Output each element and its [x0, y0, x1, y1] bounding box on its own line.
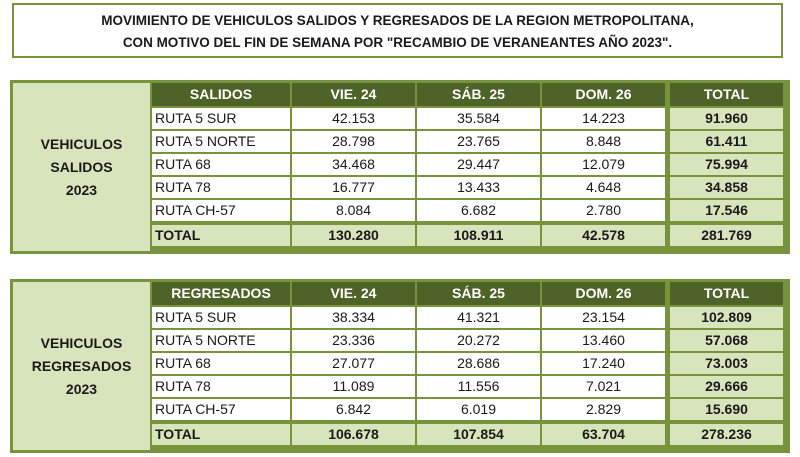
column-header: TOTAL	[670, 282, 783, 305]
row-total-cell: 61.411	[670, 131, 783, 152]
total-label: TOTAL	[152, 225, 290, 246]
salidos-side-label: VEHICULOS SALIDOS 2023	[13, 83, 150, 251]
column-header: VIE. 24	[292, 83, 415, 106]
value-cell: 20.272	[417, 330, 540, 351]
route-name-cell: RUTA 68	[152, 154, 290, 175]
title-line-1: MOVIMIENTO DE VEHICULOS SALIDOS Y REGRES…	[101, 13, 694, 28]
value-cell: 17.240	[542, 353, 665, 374]
value-cell: 2.780	[542, 200, 665, 221]
column-total-cell: 63.704	[542, 424, 665, 445]
value-cell: 23.765	[417, 131, 540, 152]
row-total-cell: 15.690	[670, 399, 783, 420]
column-header: SÁB. 25	[417, 83, 540, 106]
value-cell: 23.154	[542, 307, 665, 328]
row-total-cell: 17.546	[670, 200, 783, 221]
value-cell: 11.089	[292, 376, 415, 397]
total-label: TOTAL	[152, 424, 290, 445]
row-total-cell: 34.858	[670, 177, 783, 198]
route-name-cell: RUTA CH-57	[152, 399, 290, 420]
value-cell: 27.077	[292, 353, 415, 374]
column-total-cell: 278.236	[670, 424, 783, 445]
value-cell: 41.321	[417, 307, 540, 328]
title-line-2: CON MOTIVO DEL FIN DE SEMANA POR "RECAMB…	[122, 35, 673, 50]
column-total-cell: 106.678	[292, 424, 415, 445]
route-name-cell: RUTA 5 SUR	[152, 108, 290, 129]
column-total-cell: 107.854	[417, 424, 540, 445]
value-cell: 29.447	[417, 154, 540, 175]
salidos-grid: SALIDOS VIE. 24 SÁB. 25 DOM. 26 TOTAL RUTA 5 …	[152, 83, 787, 246]
value-cell: 7.021	[542, 376, 665, 397]
column-header: TOTAL	[670, 83, 783, 106]
route-name-cell: RUTA 5 NORTE	[152, 131, 290, 152]
column-total-cell: 130.280	[292, 225, 415, 246]
value-cell: 12.079	[542, 154, 665, 175]
value-cell: 38.334	[292, 307, 415, 328]
regresados-grid: REGRESADOS VIE. 24 SÁB. 25 DOM. 26 TOTAL RUTA…	[152, 282, 787, 445]
value-cell: 4.648	[542, 177, 665, 198]
column-total-cell: 108.911	[417, 225, 540, 246]
regresados-side-label: VEHICULOS REGRESADOS 2023	[13, 282, 150, 450]
regresados-table: VEHICULOS REGRESADOS 2023 REGRESADOS VIE.…	[10, 279, 790, 453]
salidos-table: VEHICULOS SALIDOS 2023 SALIDOS VIE. 24 SÁB…	[10, 80, 790, 254]
route-name-cell: RUTA CH-57	[152, 200, 290, 221]
report-title: MOVIMIENTO DE VEHICULOS SALIDOS Y REGRES…	[12, 3, 783, 58]
value-cell: 8.084	[292, 200, 415, 221]
value-cell: 16.777	[292, 177, 415, 198]
row-total-cell: 75.994	[670, 154, 783, 175]
value-cell: 8.848	[542, 131, 665, 152]
route-name-cell: RUTA 5 NORTE	[152, 330, 290, 351]
value-cell: 28.798	[292, 131, 415, 152]
value-cell: 14.223	[542, 108, 665, 129]
row-total-cell: 91.960	[670, 108, 783, 129]
column-header: DOM. 26	[542, 83, 665, 106]
column-header: DOM. 26	[542, 282, 665, 305]
route-name-cell: RUTA 78	[152, 376, 290, 397]
value-cell: 42.153	[292, 108, 415, 129]
route-name-cell: RUTA 5 SUR	[152, 307, 290, 328]
column-total-cell: 42.578	[542, 225, 665, 246]
value-cell: 6.019	[417, 399, 540, 420]
value-cell: 34.468	[292, 154, 415, 175]
value-cell: 13.433	[417, 177, 540, 198]
value-cell: 28.686	[417, 353, 540, 374]
column-header: SALIDOS	[152, 83, 290, 106]
value-cell: 11.556	[417, 376, 540, 397]
column-header: SÁB. 25	[417, 282, 540, 305]
value-cell: 23.336	[292, 330, 415, 351]
row-total-cell: 29.666	[670, 376, 783, 397]
value-cell: 6.682	[417, 200, 540, 221]
column-header: VIE. 24	[292, 282, 415, 305]
row-total-cell: 73.003	[670, 353, 783, 374]
value-cell: 2.829	[542, 399, 665, 420]
route-name-cell: RUTA 68	[152, 353, 290, 374]
value-cell: 35.584	[417, 108, 540, 129]
value-cell: 6.842	[292, 399, 415, 420]
row-total-cell: 57.068	[670, 330, 783, 351]
column-total-cell: 281.769	[670, 225, 783, 246]
route-name-cell: RUTA 78	[152, 177, 290, 198]
column-header: REGRESADOS	[152, 282, 290, 305]
value-cell: 13.460	[542, 330, 665, 351]
row-total-cell: 102.809	[670, 307, 783, 328]
